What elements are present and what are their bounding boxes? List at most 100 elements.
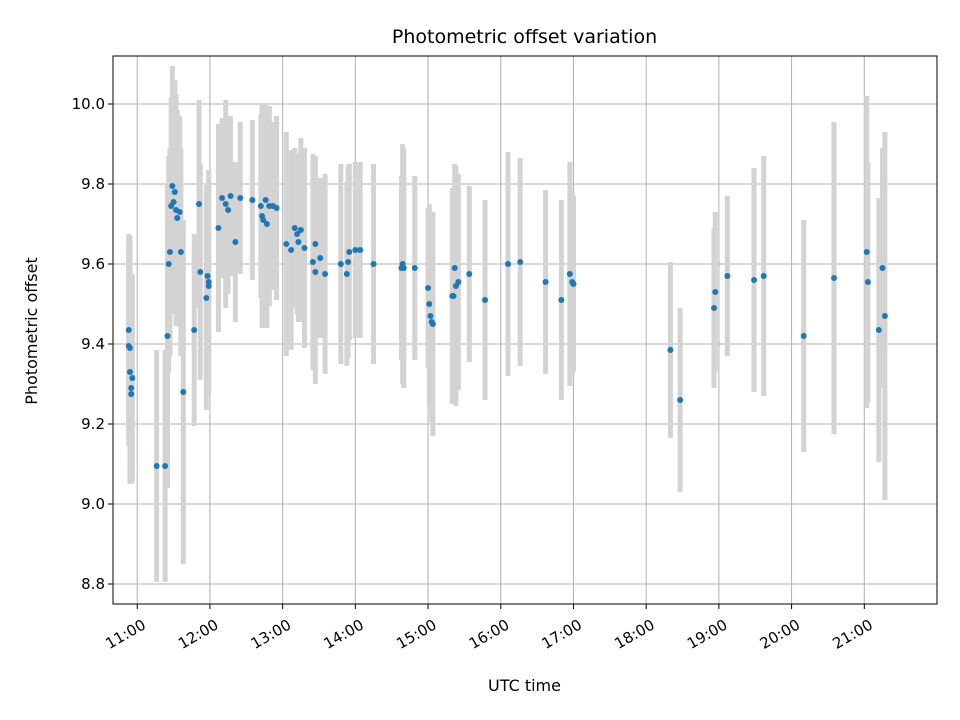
- data-point: [204, 273, 211, 279]
- data-point: [225, 207, 232, 213]
- data-point: [482, 297, 489, 303]
- grid: [113, 56, 937, 604]
- x-tick-label: 12:00: [175, 616, 221, 653]
- data-point: [288, 247, 295, 253]
- x-tick-label: 19:00: [684, 616, 730, 653]
- data-point: [174, 215, 181, 221]
- data-point: [863, 249, 870, 255]
- data-point: [345, 259, 352, 265]
- data-point: [219, 195, 226, 201]
- y-tick-label: 10.0: [72, 95, 105, 113]
- data-point: [426, 301, 433, 307]
- data-point: [831, 275, 837, 281]
- data-point: [864, 279, 871, 285]
- data-point: [450, 293, 457, 299]
- data-point: [411, 265, 418, 271]
- data-point: [425, 285, 432, 291]
- data-point: [180, 389, 187, 395]
- data-point: [455, 279, 462, 285]
- y-tick-label: 8.8: [81, 575, 105, 593]
- data-point: [297, 227, 304, 233]
- data-point: [570, 281, 577, 287]
- data-point: [164, 333, 171, 339]
- data-point: [166, 249, 173, 255]
- data-point: [712, 289, 719, 295]
- data-point: [295, 239, 302, 245]
- data-point: [309, 259, 316, 265]
- y-axis: 8.8 9.0 9.2 9.4 9.6 9.8 10.0: [72, 95, 113, 593]
- data-point: [317, 255, 324, 261]
- y-tick-label: 9.8: [81, 175, 105, 193]
- data-point: [263, 221, 270, 227]
- y-axis-title: Photometric offset: [22, 257, 41, 405]
- data-point: [542, 279, 549, 285]
- data-point: [294, 231, 301, 237]
- x-tick-label: 17:00: [539, 616, 585, 653]
- y-tick-label: 9.2: [81, 415, 105, 433]
- data-point: [751, 277, 758, 283]
- x-axis-title: UTC time: [488, 676, 561, 695]
- y-tick-label: 9.6: [81, 255, 105, 273]
- data-point: [711, 305, 718, 311]
- data-point: [337, 261, 344, 267]
- data-point: [128, 391, 135, 397]
- plot-frame: [112, 55, 938, 605]
- data-point: [466, 271, 473, 277]
- data-point: [875, 327, 882, 333]
- data-point: [215, 225, 222, 231]
- data-point: [760, 273, 767, 279]
- data-point: [677, 397, 684, 403]
- error-bars: [126, 66, 888, 582]
- data-point: [177, 249, 184, 255]
- data-point: [170, 199, 177, 205]
- data-point: [312, 241, 319, 247]
- data-point: [125, 327, 132, 333]
- data-point: [357, 247, 364, 253]
- x-tick-label: 20:00: [757, 616, 803, 653]
- data-point: [301, 245, 308, 251]
- data-point: [260, 217, 267, 223]
- chart-title: Photometric offset variation: [392, 26, 657, 48]
- x-tick-label: 18:00: [611, 616, 657, 653]
- x-tick-label: 15:00: [393, 616, 439, 653]
- data-point: [176, 209, 183, 215]
- data-point: [879, 265, 886, 271]
- data-point: [237, 195, 244, 201]
- data-point: [169, 183, 176, 189]
- data-point: [558, 297, 565, 303]
- data-point: [291, 225, 298, 231]
- data-point: [505, 261, 512, 267]
- y-tick-label: 9.0: [81, 495, 105, 513]
- data-point: [283, 241, 290, 247]
- data-point: [273, 205, 280, 211]
- data-point: [566, 271, 573, 277]
- x-tick-label: 21:00: [829, 616, 875, 653]
- data-point: [352, 247, 359, 253]
- x-tick-label: 14:00: [321, 616, 367, 653]
- data-point: [429, 321, 436, 327]
- data-point: [129, 375, 136, 381]
- data-point: [257, 203, 264, 209]
- data-points: [125, 183, 888, 469]
- data-point: [205, 283, 212, 289]
- data-point: [227, 193, 234, 199]
- x-axis: 11:00 12:00 13:00 14:00 15:00 16:00 17:00 18:00…: [102, 604, 876, 653]
- data-point: [667, 347, 674, 353]
- data-point: [370, 261, 377, 267]
- data-point: [232, 239, 239, 245]
- data-point: [800, 333, 807, 339]
- data-point: [196, 201, 203, 207]
- data-point: [171, 189, 178, 195]
- data-point: [165, 261, 172, 267]
- data-point: [197, 269, 204, 275]
- data-point: [400, 265, 407, 271]
- data-point: [153, 463, 160, 469]
- data-point: [203, 295, 210, 301]
- data-point: [126, 345, 133, 351]
- x-tick-label: 16:00: [466, 616, 512, 653]
- data-point: [881, 313, 888, 319]
- data-point: [312, 269, 319, 275]
- data-point: [322, 271, 329, 277]
- x-tick-label: 11:00: [102, 616, 148, 653]
